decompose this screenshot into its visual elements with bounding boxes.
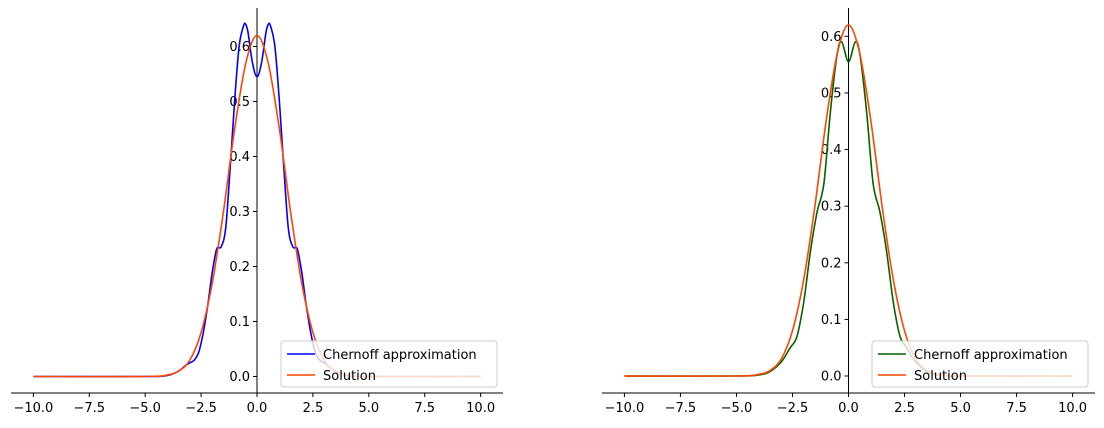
x-tick-label: 5.0 — [950, 401, 971, 416]
y-tick-label: 0.3 — [229, 205, 250, 220]
x-tick-label: −7.5 — [73, 401, 105, 416]
y-tick-label: 0.0 — [821, 370, 842, 385]
right-chart: −10.0 −7.5 −5.0 −2.5 0.0 2.5 5.0 7.5 10.0 0.0 0.1 0… — [602, 8, 1095, 416]
legend: Chernoff approximation Solution — [280, 340, 498, 388]
x-tick-label: −5.0 — [129, 401, 161, 416]
y-tick-label: 0.5 — [821, 86, 842, 101]
series-line-chernoff-approximation — [33, 22, 481, 378]
x-tick-label: 10.0 — [1058, 401, 1087, 416]
x-tick-label: 0.0 — [247, 401, 268, 416]
x-tick-label: 0.0 — [838, 401, 859, 416]
y-tick-label: 0.6 — [821, 30, 842, 45]
x-tick-label: 2.5 — [894, 401, 915, 416]
legend: Chernoff approximation Solution — [871, 340, 1089, 388]
y-tick-label: 0.2 — [821, 256, 842, 271]
y-tick-label: 0.4 — [821, 143, 842, 158]
legend-box — [280, 340, 498, 388]
legend-label: Solution — [914, 369, 967, 384]
legend-label: Chernoff approximation — [914, 348, 1068, 363]
y-tick-label: 0.3 — [821, 200, 842, 215]
x-tick-label: −10.0 — [13, 401, 53, 416]
y-tick-label: 0.1 — [821, 313, 842, 328]
legend-label: Chernoff approximation — [323, 348, 477, 363]
left-chart: −10.0 −7.5 −5.0 −2.5 0.0 2.5 5.0 7.5 10.0 0.0 0.1 0… — [11, 8, 503, 416]
y-tick-label: 0.4 — [229, 150, 250, 165]
x-tick-label: −10.0 — [604, 401, 644, 416]
y-tick-label: 0.1 — [229, 315, 250, 330]
y-tick-label: 0.0 — [229, 370, 250, 385]
legend-box — [871, 340, 1089, 388]
x-tick-label: 7.5 — [414, 401, 435, 416]
x-tick-label: −7.5 — [665, 401, 697, 416]
x-tick-label: −2.5 — [185, 401, 217, 416]
x-tick-label: −5.0 — [721, 401, 753, 416]
y-tick-label: 0.2 — [229, 260, 250, 275]
x-tick-label: 10.0 — [466, 401, 495, 416]
x-tick-label: −2.5 — [777, 401, 809, 416]
legend-label: Solution — [323, 369, 376, 384]
x-tick-label: 5.0 — [358, 401, 379, 416]
x-tick-label: 7.5 — [1006, 401, 1027, 416]
x-tick-label: 2.5 — [303, 401, 324, 416]
